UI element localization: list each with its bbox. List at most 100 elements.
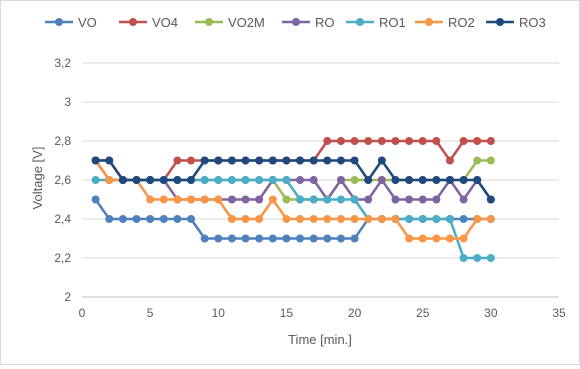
data-point-vo4 [377,137,386,145]
data-point-vo4 [336,137,345,145]
legend-label-ro: RO [315,15,335,30]
data-point-ro [296,176,305,184]
data-point-ro1 [459,254,468,262]
data-point-ro1 [473,254,482,262]
data-point-ro1 [323,195,332,204]
data-point-ro1 [214,176,223,184]
data-point-ro3 [132,176,141,184]
data-point-vo [227,234,236,243]
legend-swatch-marker-ro2 [425,18,433,26]
data-point-ro2 [146,195,155,204]
data-point-vo4 [350,137,359,145]
data-point-ro1 [255,176,264,184]
data-point-vo [459,215,468,223]
data-point-ro2 [173,195,182,204]
data-point-ro2 [105,176,114,184]
legend-label-ro3: RO3 [519,15,546,30]
data-point-vo [282,234,291,243]
legend-label-ro2: RO2 [448,15,475,30]
y-tick-label: 3 [64,95,71,109]
x-tick-label: 20 [348,306,362,320]
data-point-vo [214,234,223,243]
data-point-ro2 [432,234,441,243]
data-point-ro2 [241,215,250,223]
data-point-ro1 [296,195,305,204]
data-point-ro3 [296,156,305,165]
data-point-vo2m [473,156,482,165]
data-point-vo4 [445,156,454,165]
data-point-ro [241,195,250,204]
data-point-ro2 [214,195,223,204]
data-point-ro2 [187,195,196,204]
y-axis-title: Voltage [V] [30,147,45,210]
x-tick-label: 10 [212,306,226,320]
data-point-vo [118,215,127,223]
data-point-ro1 [418,215,427,223]
data-point-vo [296,234,305,243]
data-point-ro2 [377,215,386,223]
data-point-ro3 [364,176,373,184]
data-point-ro3 [255,156,264,165]
data-point-ro3 [146,176,155,184]
data-point-ro1 [200,176,209,184]
data-point-vo [159,215,168,223]
legend-label-ro1: RO1 [379,15,406,30]
data-point-ro1 [227,176,236,184]
data-point-ro3 [336,156,345,165]
y-tick-label: 2,4 [54,212,71,226]
legend-swatch-marker-vo2m [205,18,213,26]
data-point-vo2m [486,156,495,165]
data-point-ro2 [255,215,264,223]
x-tick-label: 35 [552,306,566,320]
data-point-ro1 [282,176,291,184]
data-point-vo4 [187,156,196,165]
data-point-vo4 [323,137,332,145]
data-point-vo4 [486,137,495,145]
y-tick-label: 2 [64,290,71,304]
legend-label-vo2m: VO2M [228,15,265,30]
y-tick-label: 2,8 [54,134,71,148]
y-tick-label: 2,6 [54,173,71,187]
data-point-ro3 [486,195,495,204]
data-point-ro1 [91,176,100,184]
data-point-vo [146,215,155,223]
data-point-ro1 [241,176,250,184]
data-point-vo4 [173,156,182,165]
data-point-ro2 [323,215,332,223]
legend-swatch-marker-vo4 [129,18,137,26]
data-point-ro3 [445,176,454,184]
data-point-ro2 [282,215,291,223]
data-point-vo4 [364,137,373,145]
data-point-ro3 [309,156,318,165]
data-point-ro1 [486,254,495,262]
data-point-ro [336,176,345,184]
data-point-ro [377,176,386,184]
data-point-ro3 [241,156,250,165]
data-point-ro2 [459,234,468,243]
x-tick-label: 30 [484,306,498,320]
data-point-ro [309,176,318,184]
legend-swatch-marker-ro3 [496,18,504,26]
data-point-vo [255,234,264,243]
data-point-ro1 [432,215,441,223]
data-point-ro3 [91,156,100,165]
data-point-ro [405,195,414,204]
data-point-vo [91,195,100,204]
x-tick-label: 5 [147,306,154,320]
data-point-ro1 [268,176,277,184]
data-point-ro [418,195,427,204]
data-point-ro1 [309,195,318,204]
data-point-ro3 [377,156,386,165]
data-point-ro3 [187,176,196,184]
data-point-ro3 [323,156,332,165]
data-point-vo [132,215,141,223]
data-point-ro2 [364,215,373,223]
data-point-ro1 [336,195,345,204]
data-point-ro2 [418,234,427,243]
data-point-ro [432,195,441,204]
data-point-vo4 [459,137,468,145]
data-point-ro3 [173,176,182,184]
data-point-ro3 [159,176,168,184]
